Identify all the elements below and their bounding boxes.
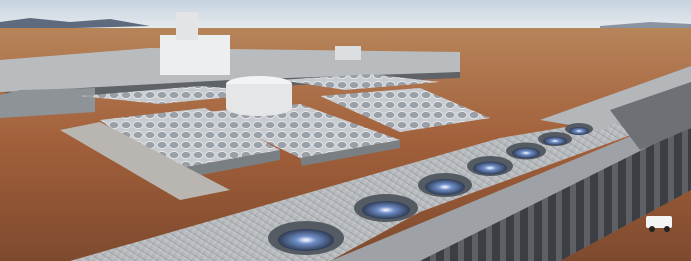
- small-building: [335, 46, 361, 60]
- page: [0, 0, 691, 261]
- fan: [362, 201, 410, 219]
- wheel: [664, 226, 670, 232]
- fan: [473, 162, 507, 175]
- wheel: [649, 226, 655, 232]
- fan: [425, 179, 465, 195]
- scene: [0, 0, 691, 261]
- fan: [569, 127, 589, 135]
- fan: [278, 229, 334, 251]
- fan: [543, 137, 567, 146]
- tower: [176, 12, 198, 40]
- tanks: [160, 35, 230, 75]
- truck-body: [646, 216, 672, 228]
- storage-tank: [226, 84, 292, 116]
- fan: [512, 148, 540, 159]
